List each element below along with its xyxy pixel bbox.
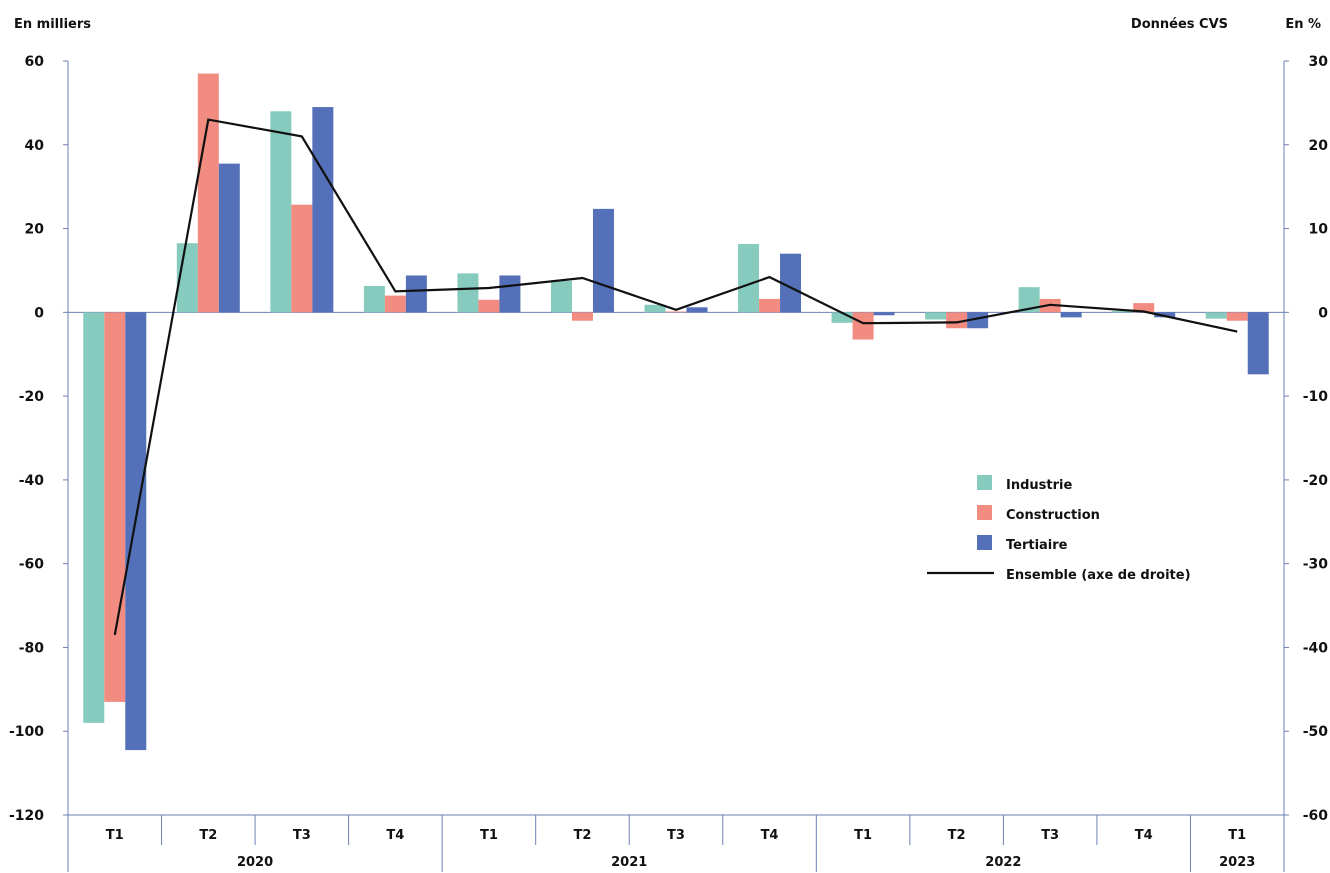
year-label: 2023 bbox=[1219, 855, 1255, 870]
legend-label-industrie: Industrie bbox=[1006, 478, 1072, 493]
bar-tertiaire bbox=[1247, 312, 1269, 375]
right-tick-label: 20 bbox=[1309, 138, 1329, 154]
bar-tertiaire bbox=[780, 253, 802, 313]
right-tick-label: -10 bbox=[1303, 389, 1329, 405]
bar-tertiaire bbox=[1060, 312, 1082, 318]
bar-industrie bbox=[457, 273, 479, 313]
bar-industrie bbox=[1018, 287, 1040, 313]
bar-construction bbox=[104, 312, 126, 702]
bar-industrie bbox=[363, 285, 385, 313]
bar-tertiaire bbox=[218, 163, 240, 313]
year-label: 2021 bbox=[611, 855, 647, 870]
line-group bbox=[113, 118, 1238, 636]
bar-construction bbox=[197, 73, 219, 313]
bar-industrie bbox=[550, 280, 572, 313]
category-label: T3 bbox=[667, 828, 685, 843]
bar-industrie bbox=[1112, 311, 1134, 313]
category-label: T4 bbox=[1135, 828, 1153, 843]
left-tick-label: 60 bbox=[25, 54, 45, 70]
bar-tertiaire bbox=[686, 307, 708, 313]
bar-construction bbox=[1226, 312, 1248, 321]
category-label: T2 bbox=[574, 828, 592, 843]
right-tick-label: -30 bbox=[1303, 557, 1329, 573]
bar-tertiaire bbox=[499, 275, 521, 313]
category-label: T1 bbox=[480, 828, 498, 843]
legend-label-ensemble: Ensemble (axe de droite) bbox=[1006, 568, 1191, 583]
bar-tertiaire bbox=[312, 107, 334, 313]
bar-industrie bbox=[83, 312, 105, 723]
left-axis-unit: En milliers bbox=[14, 17, 91, 32]
bar-industrie bbox=[1205, 312, 1227, 319]
left-tick-label: 0 bbox=[34, 305, 44, 321]
right-tick-label: 0 bbox=[1318, 305, 1328, 321]
right-tick-label: 30 bbox=[1309, 54, 1329, 70]
legend-swatch-industrie bbox=[977, 475, 992, 490]
bar-construction bbox=[946, 312, 968, 329]
left-tick-label: 40 bbox=[25, 138, 45, 154]
bar-industrie bbox=[644, 304, 666, 313]
bar-tertiaire bbox=[405, 275, 427, 313]
bar-construction bbox=[759, 298, 781, 313]
data-note: Données CVS bbox=[1131, 17, 1228, 32]
right-tick-label: -50 bbox=[1303, 724, 1329, 740]
bar-industrie bbox=[925, 312, 947, 320]
left-tick-label: 20 bbox=[25, 222, 45, 238]
year-label: 2020 bbox=[237, 855, 273, 870]
left-tick-label: -60 bbox=[19, 557, 45, 573]
ensemble-line bbox=[113, 118, 1238, 636]
legend-swatch-construction bbox=[977, 505, 992, 520]
axes-group: 60 40 20 0 -20 -40 -60 -80 -100 -120 30 20 10 0 -10 -20… bbox=[9, 54, 1328, 872]
category-label: T3 bbox=[293, 828, 311, 843]
legend-swatch-tertiaire bbox=[977, 535, 992, 550]
bar-tertiaire bbox=[873, 312, 895, 316]
bar-tertiaire bbox=[125, 312, 147, 751]
bar-construction bbox=[571, 312, 593, 321]
right-tick-label: -20 bbox=[1303, 473, 1329, 489]
category-label: T4 bbox=[761, 828, 779, 843]
bar-construction bbox=[384, 295, 406, 313]
left-tick-label: -120 bbox=[9, 808, 44, 824]
left-tick-label: -20 bbox=[19, 389, 45, 405]
bar-construction bbox=[291, 204, 313, 313]
right-tick-label: 10 bbox=[1309, 222, 1329, 238]
category-label: T1 bbox=[106, 828, 124, 843]
category-label: T4 bbox=[386, 828, 404, 843]
bar-tertiaire bbox=[592, 208, 614, 313]
legend: Industrie Construction Tertiaire Ensemble (… bbox=[927, 475, 1191, 583]
bar-tertiaire bbox=[1154, 312, 1176, 318]
bar-construction bbox=[1133, 303, 1155, 313]
category-label: T1 bbox=[1228, 828, 1246, 843]
category-label: T1 bbox=[854, 828, 872, 843]
year-label: 2022 bbox=[985, 855, 1021, 870]
category-label: T3 bbox=[1041, 828, 1059, 843]
legend-label-construction: Construction bbox=[1006, 508, 1100, 523]
bar-tertiaire bbox=[967, 312, 989, 329]
bar-industrie bbox=[738, 244, 760, 313]
bar-industrie bbox=[270, 111, 292, 313]
right-tick-label: -60 bbox=[1303, 808, 1329, 824]
bar-industrie bbox=[831, 312, 853, 323]
left-tick-label: -40 bbox=[19, 473, 45, 489]
left-tick-label: -80 bbox=[19, 640, 45, 656]
right-axis-unit: En % bbox=[1285, 17, 1321, 32]
bar-construction bbox=[665, 311, 687, 313]
category-label: T2 bbox=[199, 828, 217, 843]
right-tick-label: -40 bbox=[1303, 640, 1329, 656]
left-tick-label: -100 bbox=[9, 724, 44, 740]
legend-label-tertiaire: Tertiaire bbox=[1006, 538, 1068, 553]
bar-construction bbox=[478, 299, 500, 313]
bars-group bbox=[83, 73, 1269, 751]
bar-construction bbox=[852, 312, 874, 340]
category-label: T2 bbox=[948, 828, 966, 843]
